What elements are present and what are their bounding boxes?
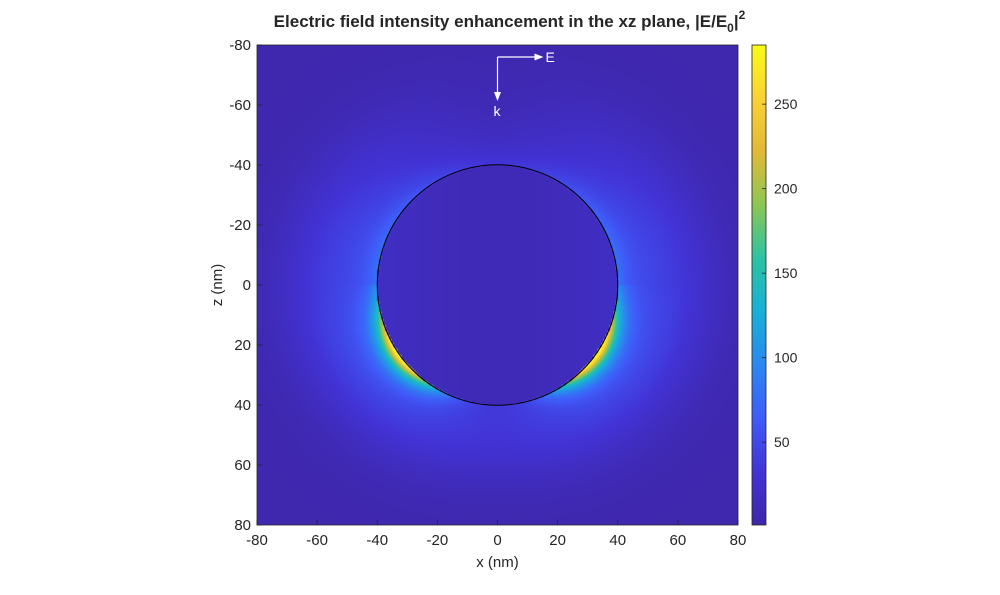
y-tick-label: 0 xyxy=(243,277,251,294)
k-vector-arrowhead-icon xyxy=(494,92,501,101)
y-tick-label: -40 xyxy=(229,157,251,174)
x-tick-label: 80 xyxy=(730,532,747,549)
y-tick-label: 60 xyxy=(234,457,251,474)
y-tick-label: 80 xyxy=(234,517,251,534)
k-vector-label: k xyxy=(494,103,502,119)
x-axis: -80 -60 -40 -20 0 20 40 60 80 xyxy=(246,520,746,549)
e-field-arrowhead-icon xyxy=(534,53,544,61)
x-tick-label: -80 xyxy=(246,532,268,549)
y-tick-label: -60 xyxy=(229,97,251,114)
colorbar-frame xyxy=(751,44,767,526)
chart-title: Electric field intensity enhancement in … xyxy=(274,8,746,35)
colorbar-tick-label: 50 xyxy=(774,434,790,450)
colorbar-tick-label: 150 xyxy=(774,265,798,281)
chart-title-superscript: 2 xyxy=(739,8,746,22)
colorbar-ticks: 50 100 150 200 250 xyxy=(762,96,798,450)
colorbar-gradient xyxy=(752,45,766,525)
x-axis-label: x (nm) xyxy=(476,554,519,571)
y-tick-label: -20 xyxy=(229,217,251,234)
x-tick-label: -20 xyxy=(427,532,449,549)
x-tick-label: -40 xyxy=(366,532,388,549)
polarization-annotation: E k xyxy=(494,49,555,119)
colorbar-tick-label: 250 xyxy=(774,96,798,112)
chart-title-main: Electric field intensity enhancement in … xyxy=(274,12,728,31)
colorbar: 50 100 150 200 250 xyxy=(751,44,798,526)
x-tick-label: 60 xyxy=(670,532,687,549)
x-tick-label: 0 xyxy=(493,532,501,549)
y-axis-label: z (nm) xyxy=(209,264,226,307)
y-tick-label: 40 xyxy=(234,397,251,414)
e-field-label: E xyxy=(546,49,555,65)
colorbar-tick-label: 100 xyxy=(774,350,798,366)
x-tick-label: 40 xyxy=(609,532,626,549)
colorbar-tick-label: 200 xyxy=(774,181,798,197)
y-axis: -80 -60 -40 -20 0 20 40 60 80 xyxy=(229,37,262,534)
y-tick-label: -80 xyxy=(229,37,251,54)
x-tick-label: -60 xyxy=(306,532,328,549)
y-tick-label: 20 xyxy=(234,337,251,354)
particle-outline xyxy=(376,164,619,406)
chart-title-bar: | xyxy=(734,12,739,31)
plot-area: -80 -60 -40 -20 0 20 40 60 80 -80 -60 -40 -20 0 20 40 6… xyxy=(229,37,746,549)
field-heatmap xyxy=(257,45,738,525)
x-tick-label: 20 xyxy=(549,532,566,549)
chart-title-subscript: 0 xyxy=(727,21,734,35)
